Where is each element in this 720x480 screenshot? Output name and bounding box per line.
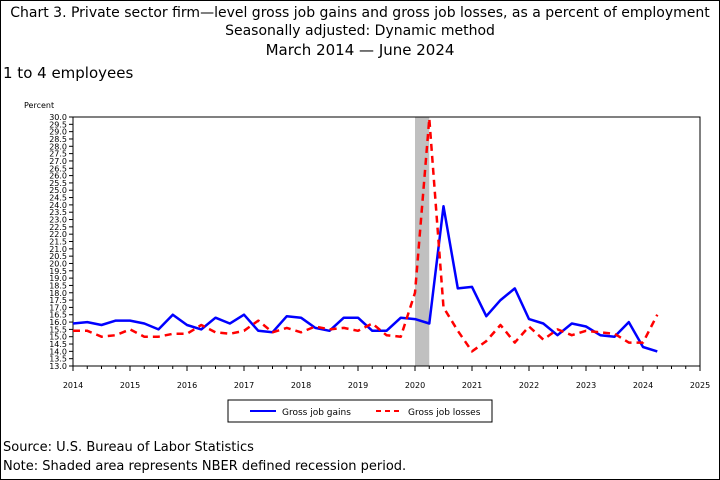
y-tick-label: 20.5 [49, 252, 67, 261]
series-line-gross-job-gains [72, 205, 658, 353]
x-tick-label: 2022 [519, 381, 539, 390]
y-tick-label: 18.0 [49, 289, 67, 298]
y-tick-label: 17.5 [49, 296, 67, 305]
x-tick-label: 2017 [234, 381, 254, 390]
y-tick-label: 16.5 [49, 311, 67, 320]
range-end: June 2024 [378, 41, 455, 59]
recession-shading [415, 117, 430, 366]
x-tick-label: 2020 [405, 381, 425, 390]
recession-note: Note: Shaded area represents NBER define… [3, 459, 407, 474]
chart-adjustment-note: Seasonally adjusted: Dynamic method [225, 23, 495, 39]
y-tick-label: 29.0 [49, 128, 67, 137]
y-tick-label: 18.5 [49, 281, 67, 290]
y-tick-label: 30.0 [49, 113, 67, 122]
axes: 13.013.514.014.515.015.516.016.517.017.5… [49, 113, 710, 390]
y-tick-label: 25.5 [49, 179, 67, 188]
y-tick-label: 23.5 [49, 208, 67, 217]
y-tick-label: 15.0 [49, 333, 67, 342]
y-tick-label: 16.0 [49, 318, 67, 327]
y-tick-label: 20.0 [49, 259, 67, 268]
y-tick-label: 29.5 [49, 120, 67, 129]
series-line-gross-job-losses [73, 117, 659, 353]
y-tick-label: 19.0 [49, 274, 67, 283]
x-tick-label: 2016 [177, 381, 197, 390]
plot-area-border [72, 116, 701, 367]
y-tick-label: 22.5 [49, 223, 67, 232]
y-tick-label: 23.0 [49, 216, 67, 225]
source-note: Source: U.S. Bureau of Labor Statistics [3, 440, 254, 455]
x-tick-label: 2015 [120, 381, 140, 390]
legend-label-gains: Gross job gains [282, 408, 351, 418]
y-tick-label: 26.5 [49, 164, 67, 173]
legend: Gross job gains Gross job losses [227, 399, 493, 423]
y-tick-label: 24.5 [49, 194, 67, 203]
x-tick-label: 2019 [348, 381, 368, 390]
x-tick-label: 2025 [690, 381, 710, 390]
chart-subtitle: 1 to 4 employees [3, 64, 134, 82]
y-axis-label: Percent [24, 101, 54, 110]
chart-title: Chart 3. Private sector firm—level gross… [10, 5, 710, 21]
y-tick-label: 27.0 [49, 157, 67, 166]
recession-band [415, 117, 430, 366]
x-tick-label: 2024 [633, 381, 653, 390]
y-tick-label: 27.5 [49, 150, 67, 159]
y-tick-label: 17.0 [49, 303, 67, 312]
y-tick-label: 13.0 [49, 362, 67, 371]
chart-date-range: March 2014 — June 2024 [0, 42, 720, 58]
legend-label-losses: Gross job losses [408, 408, 481, 418]
y-tick-label: 26.0 [49, 172, 67, 181]
y-tick-label: 28.0 [49, 142, 67, 151]
x-tick-label: 2018 [291, 381, 311, 390]
y-tick-label: 25.0 [49, 186, 67, 195]
y-tick-label: 28.5 [49, 135, 67, 144]
x-tick-label: 2014 [63, 381, 83, 390]
y-tick-label: 24.0 [49, 201, 67, 210]
range-dash: — [359, 41, 375, 59]
series-lines [72, 117, 659, 353]
x-tick-label: 2021 [462, 381, 482, 390]
y-tick-label: 21.0 [49, 245, 67, 254]
y-tick-label: 22.0 [49, 230, 67, 239]
range-start: March 2014 [265, 41, 355, 59]
x-tick-label: 2023 [576, 381, 596, 390]
legend-box [227, 399, 493, 423]
y-tick-label: 21.5 [49, 238, 67, 247]
y-tick-label: 15.5 [49, 325, 67, 334]
y-tick-label: 14.5 [49, 340, 67, 349]
y-tick-label: 13.5 [49, 355, 67, 364]
y-tick-label: 14.0 [49, 347, 67, 356]
y-tick-label: 19.5 [49, 267, 67, 276]
